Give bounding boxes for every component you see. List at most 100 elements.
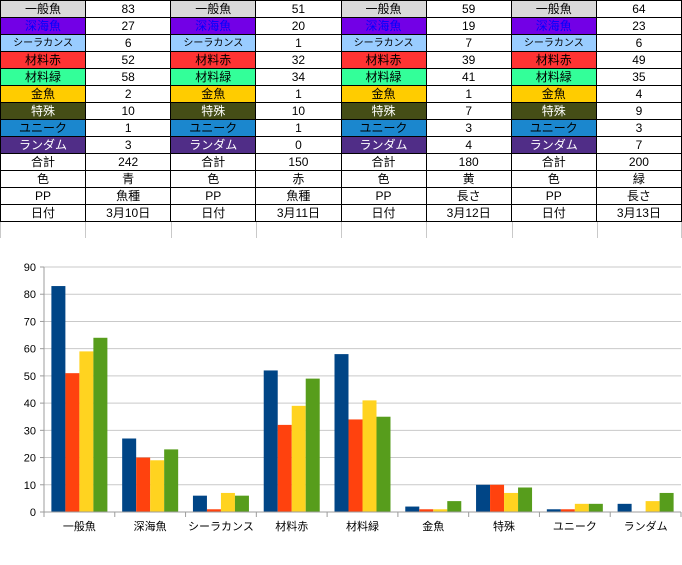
bar-series-黄[interactable] [220,492,235,512]
table-label-cell[interactable]: 一般魚 [1,1,87,18]
bar-series-黄[interactable] [504,492,519,512]
bar-series-黄[interactable] [574,503,589,512]
bar-series-赤[interactable] [348,419,363,512]
bar-series-緑[interactable] [305,378,320,512]
table-value-cell[interactable]: 32 [256,52,342,69]
table-value-cell[interactable]: 魚種 [86,188,172,205]
table-label-cell[interactable]: 色 [511,171,597,188]
table-label-cell[interactable]: 金魚 [171,86,257,103]
chart-area[interactable]: 0 10 20 30 40 50 60 70 80 90 一般魚 深海魚 シーラカンス 材料赤 材料緑 金魚 特… [0,228,682,560]
table-label-cell[interactable]: 特殊 [511,103,597,120]
table-value-cell[interactable]: 180 [426,154,512,171]
bar-series-緑[interactable] [164,449,179,512]
table-label-cell[interactable]: 日付 [511,205,597,222]
table-label-cell[interactable]: 一般魚 [341,1,427,18]
table-label-cell[interactable]: ランダム [1,137,87,154]
table-value-cell[interactable]: 7 [426,35,512,52]
table-value-cell[interactable]: 64 [596,1,682,18]
table-label-cell[interactable]: 深海魚 [1,18,87,35]
bar-series-青[interactable] [476,484,491,512]
bar-series-青[interactable] [192,495,207,512]
table-label-cell[interactable]: 一般魚 [511,1,597,18]
table-value-cell[interactable]: 魚種 [256,188,342,205]
table-label-cell[interactable]: 材料赤 [171,52,257,69]
table-label-cell[interactable]: シーラカンス [341,35,427,52]
table-value-cell[interactable]: 黄 [426,171,512,188]
table-label-cell[interactable]: 材料緑 [341,69,427,86]
table-value-cell[interactable]: 83 [86,1,172,18]
bar-series-青[interactable] [122,438,137,513]
bar-series-赤[interactable] [277,424,292,512]
table-value-cell[interactable]: 27 [86,18,172,35]
bar-series-黄[interactable] [362,400,377,512]
table-value-cell[interactable]: 長さ [426,188,512,205]
table-label-cell[interactable]: ランダム [511,137,597,154]
table-value-cell[interactable]: 41 [426,69,512,86]
table-value-cell[interactable]: 1 [256,86,342,103]
table-value-cell[interactable]: 0 [256,137,342,154]
table-label-cell[interactable]: 深海魚 [511,18,597,35]
bar-series-赤[interactable] [490,484,505,512]
table-label-cell[interactable]: 金魚 [511,86,597,103]
bar-series-黄[interactable] [645,501,660,512]
table-label-cell[interactable]: PP [511,188,597,205]
table-label-cell[interactable]: PP [171,188,257,205]
table-value-cell[interactable]: 2 [86,86,172,103]
table-label-cell[interactable]: 特殊 [171,103,257,120]
table-value-cell[interactable]: 9 [596,103,682,120]
bar-series-黄[interactable] [433,509,448,512]
table-label-cell[interactable]: シーラカンス [171,35,257,52]
table-value-cell[interactable]: 緑 [596,171,682,188]
table-value-cell[interactable]: 51 [256,1,342,18]
table-label-cell[interactable]: 日付 [341,205,427,222]
table-value-cell[interactable]: 1 [426,86,512,103]
table-label-cell[interactable]: PP [1,188,87,205]
table-value-cell[interactable]: 3月13日 [596,205,682,222]
bar-series-青[interactable] [617,503,632,512]
bar-series-赤[interactable] [560,509,575,512]
bar-series-赤[interactable] [136,457,151,512]
table-label-cell[interactable]: PP [341,188,427,205]
bar-series-緑[interactable] [376,416,391,512]
table-value-cell[interactable]: 青 [86,171,172,188]
table-label-cell[interactable]: 特殊 [1,103,87,120]
bar-series-黄[interactable] [150,460,165,512]
table-value-cell[interactable]: 200 [596,154,682,171]
table-label-cell[interactable]: 深海魚 [341,18,427,35]
table-label-cell[interactable]: 材料緑 [511,69,597,86]
table-value-cell[interactable]: 6 [86,35,172,52]
table-value-cell[interactable]: 23 [596,18,682,35]
table-value-cell[interactable]: 4 [596,86,682,103]
table-value-cell[interactable]: 4 [426,137,512,154]
table-label-cell[interactable]: 日付 [1,205,87,222]
bar-series-緑[interactable] [659,492,674,512]
table-value-cell[interactable]: 1 [256,120,342,137]
bar-series-青[interactable] [263,370,278,512]
table-label-cell[interactable]: 合計 [511,154,597,171]
table-label-cell[interactable]: 金魚 [341,86,427,103]
table-label-cell[interactable]: 材料緑 [171,69,257,86]
table-value-cell[interactable]: 1 [86,120,172,137]
table-label-cell[interactable]: ユニーク [171,120,257,137]
bar-series-青[interactable] [51,286,66,512]
table-value-cell[interactable]: 3月12日 [426,205,512,222]
table-value-cell[interactable]: 19 [426,18,512,35]
bar-series-青[interactable] [405,506,420,512]
table-value-cell[interactable]: 49 [596,52,682,69]
bar-series-赤[interactable] [419,509,434,512]
table-label-cell[interactable]: ユニーク [1,120,87,137]
table-value-cell[interactable]: 1 [256,35,342,52]
table-label-cell[interactable]: 金魚 [1,86,87,103]
table-label-cell[interactable]: 深海魚 [171,18,257,35]
table-label-cell[interactable]: 合計 [1,154,87,171]
bar-series-緑[interactable] [93,337,108,512]
table-value-cell[interactable]: 39 [426,52,512,69]
table-label-cell[interactable]: 材料緑 [1,69,87,86]
bar-series-黄[interactable] [79,351,94,512]
table-label-cell[interactable]: シーラカンス [1,35,87,52]
table-value-cell[interactable]: 58 [86,69,172,86]
bar-series-青[interactable] [334,354,349,512]
bar-series-緑[interactable] [447,501,462,512]
table-value-cell[interactable]: 150 [256,154,342,171]
table-label-cell[interactable]: 色 [171,171,257,188]
